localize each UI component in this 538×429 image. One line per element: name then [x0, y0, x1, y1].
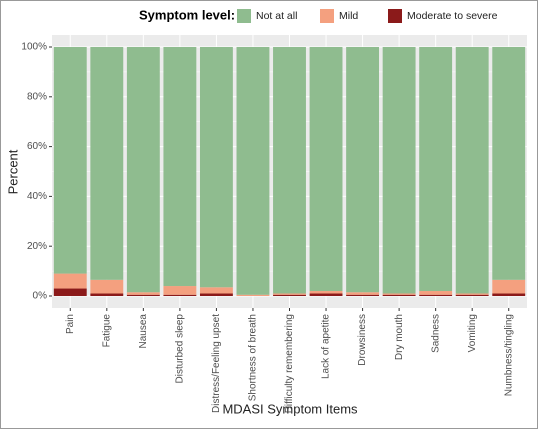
bar-segment — [273, 294, 306, 296]
bar-segment — [382, 294, 416, 296]
x-tick-label: Numbness/tingling — [503, 314, 514, 396]
x-tick-label: Vomiting — [467, 314, 478, 352]
legend-title: Symptom level: — [139, 7, 235, 22]
x-tick-label: Distress/Feeling upset — [211, 314, 222, 413]
y-tick-label: 20% — [27, 241, 47, 252]
x-tick-label: Pain — [65, 314, 76, 334]
x-tick-label: Fatigue — [101, 314, 112, 348]
y-tick-label: 80% — [27, 91, 47, 102]
x-tick-label: Drowsiness — [357, 314, 368, 366]
bar-segment — [346, 294, 380, 296]
bar-segment — [492, 293, 526, 296]
bar-segment — [346, 47, 380, 293]
bar-segment — [53, 47, 87, 274]
legend-key — [388, 9, 402, 23]
bar-segment — [382, 47, 416, 294]
bar-segment — [163, 294, 197, 296]
x-axis-title: MDASI Symptom Items — [222, 401, 358, 416]
legend-label: Mild — [339, 10, 358, 22]
bar-segment — [163, 286, 197, 295]
x-tick-label: Difficulty remembering — [284, 314, 295, 413]
bar-segment — [419, 294, 453, 296]
bar-segment — [273, 293, 306, 295]
bar-segment — [346, 292, 380, 295]
bar-segment — [492, 47, 526, 280]
bar-segment — [53, 273, 87, 289]
bar-segment — [199, 287, 233, 294]
bar-segment — [126, 294, 160, 296]
bar-segment — [126, 292, 160, 295]
bar-segment — [126, 47, 160, 293]
bar-segment — [455, 294, 489, 296]
bar-segment — [382, 293, 416, 295]
x-tick-label: Lack of apetite — [321, 314, 332, 379]
y-axis-title: Percent — [5, 149, 20, 194]
x-tick-label: Dry mouth — [394, 314, 405, 360]
bar-segment — [419, 47, 453, 292]
bar-segment — [163, 47, 197, 287]
bar-segment — [199, 47, 233, 288]
bar-segment — [455, 293, 489, 295]
bar-segment — [419, 291, 453, 295]
bar-segment — [199, 293, 233, 296]
x-tick-label: Sadness — [430, 314, 441, 353]
x-tick-label: Shortness of breath — [248, 314, 259, 401]
bar-segment — [236, 47, 270, 295]
bar-segment — [53, 288, 87, 296]
bar-segment — [236, 294, 270, 296]
bar-segment — [90, 47, 124, 280]
y-tick-label: 60% — [27, 141, 47, 152]
bar-segment — [309, 291, 343, 294]
bar-segment — [309, 293, 343, 296]
y-tick-label: 100% — [21, 42, 47, 53]
legend-label: Not at all — [256, 10, 297, 22]
bar-segment — [455, 47, 489, 294]
legend-label: Moderate to severe — [407, 10, 498, 22]
bar-segment — [309, 47, 343, 292]
x-tick-label: Nausea — [138, 314, 149, 349]
legend-key — [237, 9, 251, 23]
bar-segment — [273, 47, 306, 294]
bar-segment — [492, 279, 526, 294]
legend-key — [320, 9, 334, 23]
y-tick-label: 0% — [33, 291, 48, 302]
bar-segment — [90, 293, 124, 296]
x-tick-label: Disturbed sleep — [175, 314, 186, 384]
bar-segment — [90, 279, 124, 294]
y-tick-label: 40% — [27, 191, 47, 202]
